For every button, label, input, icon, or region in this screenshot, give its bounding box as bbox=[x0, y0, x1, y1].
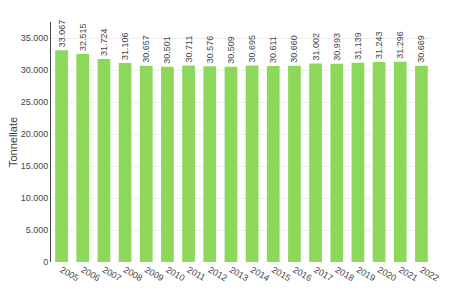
svg-text:2012: 2012 bbox=[207, 264, 229, 283]
svg-text:30.711: 30.711 bbox=[184, 36, 194, 63]
svg-text:30.669: 30.669 bbox=[416, 35, 426, 63]
svg-text:2010: 2010 bbox=[164, 264, 186, 283]
svg-text:30.660: 30.660 bbox=[289, 35, 299, 63]
svg-text:15.000: 15.000 bbox=[21, 161, 49, 171]
svg-text:30.695: 30.695 bbox=[247, 35, 257, 63]
svg-text:2021: 2021 bbox=[397, 264, 419, 283]
svg-text:2011: 2011 bbox=[185, 264, 207, 282]
svg-text:31.296: 31.296 bbox=[395, 31, 405, 59]
svg-text:33.067: 33.067 bbox=[57, 20, 67, 48]
svg-text:2007: 2007 bbox=[101, 264, 123, 283]
svg-text:2016: 2016 bbox=[291, 264, 313, 283]
svg-text:31.002: 31.002 bbox=[311, 33, 321, 61]
svg-text:32.515: 32.515 bbox=[78, 23, 88, 51]
svg-text:20.000: 20.000 bbox=[21, 129, 49, 139]
svg-text:2019: 2019 bbox=[355, 264, 377, 283]
svg-text:2006: 2006 bbox=[80, 264, 102, 283]
svg-text:2009: 2009 bbox=[143, 264, 165, 283]
svg-text:2005: 2005 bbox=[58, 264, 80, 283]
svg-text:2020: 2020 bbox=[376, 264, 398, 283]
svg-text:31.243: 31.243 bbox=[374, 32, 384, 60]
svg-text:2014: 2014 bbox=[249, 264, 271, 283]
svg-text:2022: 2022 bbox=[418, 264, 440, 283]
svg-text:30.576: 30.576 bbox=[205, 36, 215, 64]
svg-text:30.657: 30.657 bbox=[141, 35, 151, 63]
svg-text:30.000: 30.000 bbox=[21, 65, 49, 75]
svg-text:30.509: 30.509 bbox=[226, 36, 236, 64]
svg-text:2017: 2017 bbox=[312, 264, 334, 283]
svg-text:30.993: 30.993 bbox=[332, 33, 342, 61]
svg-text:2013: 2013 bbox=[228, 264, 250, 283]
svg-text:10.000: 10.000 bbox=[21, 193, 49, 203]
svg-text:31.106: 31.106 bbox=[120, 32, 130, 60]
svg-text:30.611: 30.611 bbox=[268, 36, 278, 63]
svg-text:31.139: 31.139 bbox=[353, 32, 363, 60]
svg-text:35.000: 35.000 bbox=[21, 33, 49, 43]
svg-text:25.000: 25.000 bbox=[21, 97, 49, 107]
svg-text:0: 0 bbox=[43, 257, 48, 267]
svg-text:30.501: 30.501 bbox=[162, 36, 172, 64]
svg-text:2018: 2018 bbox=[334, 264, 356, 283]
svg-text:2015: 2015 bbox=[270, 264, 292, 283]
svg-text:5.000: 5.000 bbox=[26, 225, 49, 235]
svg-text:31.724: 31.724 bbox=[99, 28, 109, 56]
svg-text:2008: 2008 bbox=[122, 264, 144, 283]
svg-text:Tonnellate: Tonnellate bbox=[7, 117, 19, 167]
